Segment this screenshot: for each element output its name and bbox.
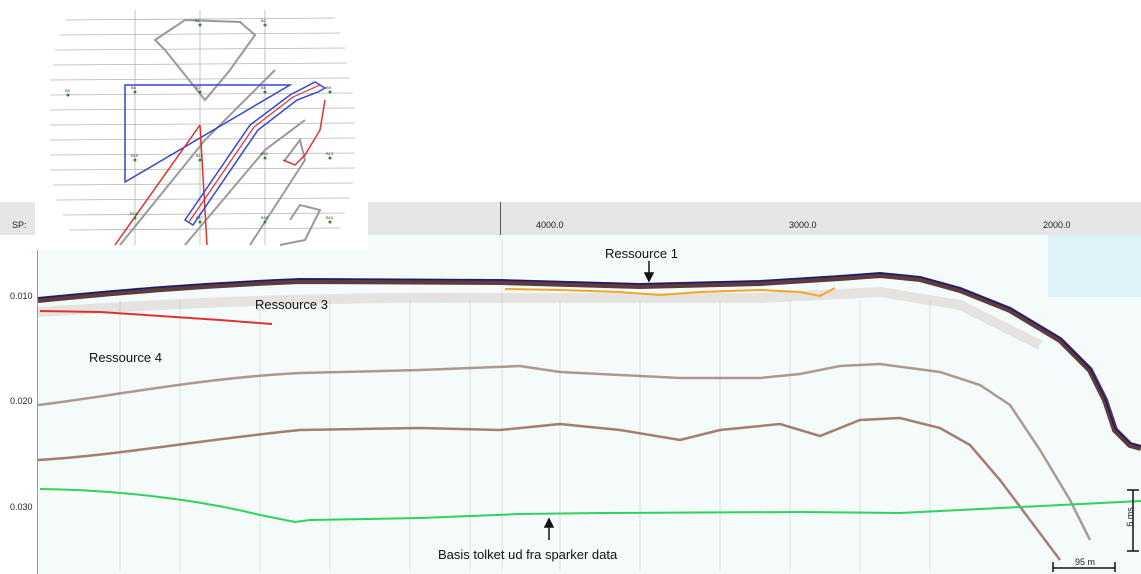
station-b6: B6 [131, 85, 137, 90]
ressource-1-line [504, 287, 836, 298]
water-column-area [1048, 235, 1141, 297]
vertical-scale-bar [1127, 489, 1139, 552]
station-b17: B17 [196, 215, 204, 220]
upper-sediment-noise [37, 286, 1043, 350]
ressource-tracks [114, 99, 326, 246]
station-b7: B7 [196, 85, 202, 90]
station-b16: B16 [326, 215, 334, 220]
ressource-3-label: Ressource 3 [255, 297, 328, 312]
highlighted-corridor [183, 81, 327, 227]
station-b8: B8 [261, 85, 267, 90]
station-markers [66, 23, 332, 224]
grey-track-lines [119, 18, 322, 246]
sp-tick-4000: 4000.0 [536, 220, 564, 230]
station-labels: B1 B2 B5 B6 B7 B8 B9 B10 B11 B12 B13 B14… [65, 18, 334, 220]
station-b5: B5 [65, 88, 71, 93]
station-b10: B10 [131, 153, 139, 158]
sp-tick-3000: 3000.0 [789, 220, 817, 230]
reflector-3 [37, 416, 1061, 561]
basis-line [39, 488, 1141, 524]
station-b9: B9 [326, 85, 332, 90]
seafloor-reflector [37, 271, 1141, 451]
horizontal-scale-bar [1052, 562, 1116, 572]
sp-tick-2000: 2000.0 [1043, 220, 1071, 230]
station-b13: B13 [326, 151, 334, 156]
station-b2: B2 [261, 18, 267, 23]
station-b14: B14 [130, 211, 138, 216]
horizontal-scale-label: 95 m [1075, 557, 1096, 567]
header-divider [500, 202, 501, 235]
ressource-4-label: Ressource 4 [89, 350, 162, 365]
station-b11: B11 [196, 153, 204, 158]
survey-map-graphic: B1 B2 B5 B6 B7 B8 B9 B10 B11 B12 B13 B14… [49, 10, 356, 246]
station-b15: B15 [261, 215, 269, 220]
ressource-1-label: Ressource 1 [605, 246, 678, 261]
station-b1: B1 [195, 18, 201, 23]
vertical-scale-label: 6 ms [1124, 507, 1135, 527]
survey-area-polygon [124, 84, 293, 184]
ressource-1-arrow [643, 261, 655, 283]
ressource-3-line [39, 310, 273, 325]
time-axis [0, 235, 38, 574]
seafloor-line [37, 272, 1141, 447]
time-tick-0010: 0.010 [10, 291, 33, 301]
reflector-2 [37, 362, 1092, 541]
survey-line-grid [49, 10, 356, 245]
basis-label: Basis tolket ud fra sparker data [438, 547, 618, 562]
station-b12: B12 [261, 151, 269, 156]
inset-survey-map: B1 B2 B5 B6 B7 B8 B9 B10 B11 B12 B13 B14… [35, 0, 368, 250]
corridor-centerline [188, 84, 321, 223]
basis-arrow [543, 517, 555, 540]
time-tick-0020: 0.020 [10, 396, 33, 406]
time-tick-0030: 0.030 [10, 502, 33, 512]
sp-label: SP: [12, 220, 27, 230]
